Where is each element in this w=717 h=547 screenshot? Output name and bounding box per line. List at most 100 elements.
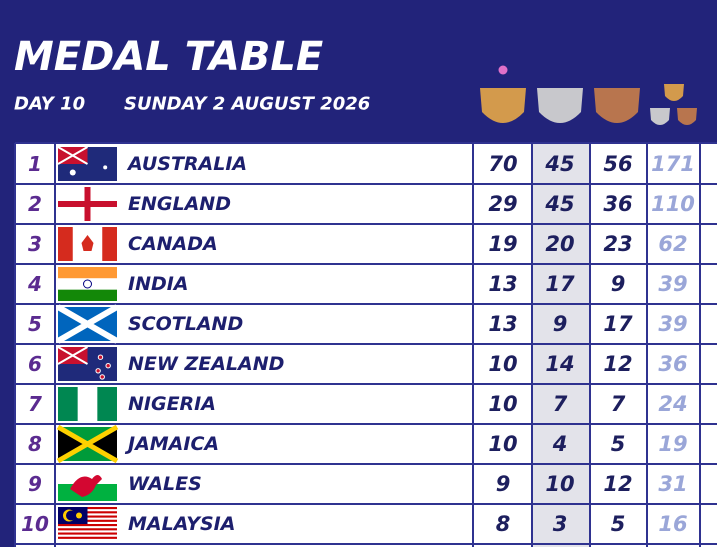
bronze-count: 9 (611, 272, 626, 296)
country: MALAYSIA (128, 513, 235, 535)
flag (57, 346, 88, 365)
country: WALES (128, 473, 202, 495)
flag (81, 235, 94, 251)
rank: 9 (28, 472, 42, 496)
flag (58, 387, 117, 421)
rank: 7 (28, 392, 42, 416)
bronze-count: 23 (603, 232, 632, 256)
country: AUSTRALIA (126, 153, 247, 175)
flag (105, 363, 111, 369)
flag (58, 467, 117, 484)
silver-medal-icon (537, 88, 583, 123)
dot (498, 65, 508, 75)
table-row: 9 WALES 9 10 12 31 (15, 467, 717, 505)
total-count: 16 (658, 512, 687, 536)
total-count: 36 (658, 352, 687, 376)
gold-count: 8 (496, 512, 511, 536)
flag (70, 475, 102, 497)
country: NIGERIA (128, 393, 216, 415)
flag (69, 169, 76, 176)
bronze-count: 17 (603, 312, 633, 336)
bronze-count: 56 (603, 152, 632, 176)
flag (58, 227, 117, 261)
silver-count: 45 (544, 152, 574, 176)
day: DAY 10 (14, 94, 85, 115)
flag (57, 146, 117, 181)
country: ENGLAND (128, 193, 231, 215)
country: SCOTLAND (128, 313, 243, 335)
flag (58, 467, 117, 501)
rank: 2 (28, 192, 42, 216)
flag (97, 387, 117, 421)
gold-count: 10 (488, 352, 517, 376)
total-count: 171 (651, 152, 695, 176)
gold-count: 19 (488, 232, 517, 256)
country: NEW ZEALAND (128, 353, 284, 375)
rank: 4 (27, 272, 42, 296)
bronze-count: 12 (603, 472, 632, 496)
total-count: 39 (658, 312, 687, 336)
country: CANADA (128, 233, 218, 255)
flag (99, 374, 105, 380)
flag (58, 387, 78, 421)
total-medal-icon (677, 108, 697, 125)
table-row: 4 INDIA 13 17 9 39 (15, 267, 717, 305)
total-count: 19 (658, 432, 687, 456)
flag (58, 267, 117, 301)
table-row: 2 ENGLAND 29 45 36 110 (15, 187, 717, 225)
gold-count: 10 (488, 432, 517, 456)
flag (58, 187, 117, 221)
gold-count: 13 (488, 312, 517, 336)
flag (56, 424, 119, 464)
column-lines (14, 143, 701, 547)
flag (102, 227, 117, 261)
rank: 1 (28, 152, 42, 176)
gold-count: 10 (488, 392, 517, 416)
flag (76, 512, 82, 519)
rank: 5 (28, 312, 42, 336)
flag (66, 510, 76, 521)
gold-medal-icon (480, 88, 526, 123)
flag (58, 201, 117, 207)
flag (58, 532, 117, 535)
silver-count: 17 (545, 272, 575, 296)
total-count: 24 (658, 392, 687, 416)
bronze-count: 7 (611, 392, 626, 416)
total-count: 31 (658, 472, 687, 496)
silver-count: 4 (552, 432, 568, 456)
flag (58, 278, 117, 290)
silver-count: 20 (545, 232, 574, 256)
flag (97, 354, 104, 360)
rank: 10 (21, 512, 49, 536)
silver-count: 45 (544, 192, 574, 216)
flag (56, 304, 119, 344)
flag (58, 524, 117, 527)
silver-count: 14 (545, 352, 574, 376)
flag (57, 346, 117, 381)
silver-count: 10 (545, 472, 574, 496)
table-row: 3 CANADA 19 20 23 62 (15, 227, 717, 265)
total-count: 39 (658, 272, 687, 296)
total-medal-icon (664, 84, 684, 101)
table-row: 6 NEW ZEALAND 10 14 12 36 (15, 346, 717, 385)
title: MEDAL TABLE (14, 34, 323, 80)
silver-count: 7 (553, 392, 568, 416)
total-medal-icon (650, 108, 670, 125)
gold-count: 29 (488, 192, 517, 216)
silver-count: 9 (553, 312, 568, 336)
flag (58, 528, 117, 531)
flag (57, 146, 88, 165)
flag (83, 279, 92, 289)
date: SUNDAY 2 AUGUST 2026 (124, 94, 370, 115)
gold-count: 9 (496, 472, 511, 496)
table-row: 5 SCOTLAND 13 9 17 39 (15, 304, 717, 345)
country: JAMAICA (124, 433, 219, 455)
table-row: 7 NIGERIA 10 7 7 24 (15, 387, 717, 425)
total-count: 110 (651, 192, 695, 216)
table-row: 1 AUSTRALIA 70 45 56 171 (15, 146, 717, 185)
bronze-medal-icon (594, 88, 640, 123)
flag (103, 165, 108, 170)
rank: 6 (28, 352, 42, 376)
